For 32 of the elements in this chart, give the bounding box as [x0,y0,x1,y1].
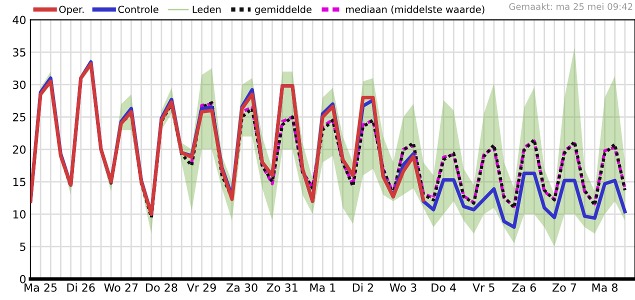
x-tick-label: Ma 25 [24,283,57,292]
x-tick-label: Zo 7 [552,284,576,292]
legend-label: Oper. [59,6,84,15]
x-tick-label: Wo 3 [390,283,416,292]
x-tick-label: Wo 27 [104,283,138,292]
y-tick-label: 15 [13,178,26,186]
x-tick-label: Ma 1 [310,284,336,292]
x-tick-label: Do 4 [432,284,456,292]
x-tick-label: Di 26 [67,283,95,292]
x-tick-label: Za 30 [226,283,258,292]
legend-label: gemiddelde [255,6,312,15]
x-tick-label: Do 28 [146,283,178,292]
y-tick-label: 20 [12,145,26,154]
y-tick-label: 35 [13,48,26,57]
y-tick-label: 0 [20,274,26,284]
y-tick-label: 25 [12,112,26,122]
x-tick-label: Ma 8 [592,283,618,292]
line-series [30,62,426,216]
x-tick-label: Vr 5 [472,284,494,292]
y-tick-label: 30 [13,80,26,89]
x-tick-label: Di 2 [352,283,373,292]
x-tick-label: Zo 31 [266,283,298,292]
x-tick-label: Vr 29 [186,283,216,292]
x-tick-label: Za 6 [512,283,536,292]
y-tick-label: 10 [13,210,26,219]
text: Gemaakt: ma 25 mei 09:42 [509,3,632,10]
legend-label: mediaan (middelste waarde) [346,6,484,14]
legend-label: Leden [192,6,221,14]
y-tick-label: 40 [12,16,26,24]
line-series [190,102,626,208]
legend-label: Controle [118,6,158,14]
y-tick-label: 5 [20,242,26,251]
